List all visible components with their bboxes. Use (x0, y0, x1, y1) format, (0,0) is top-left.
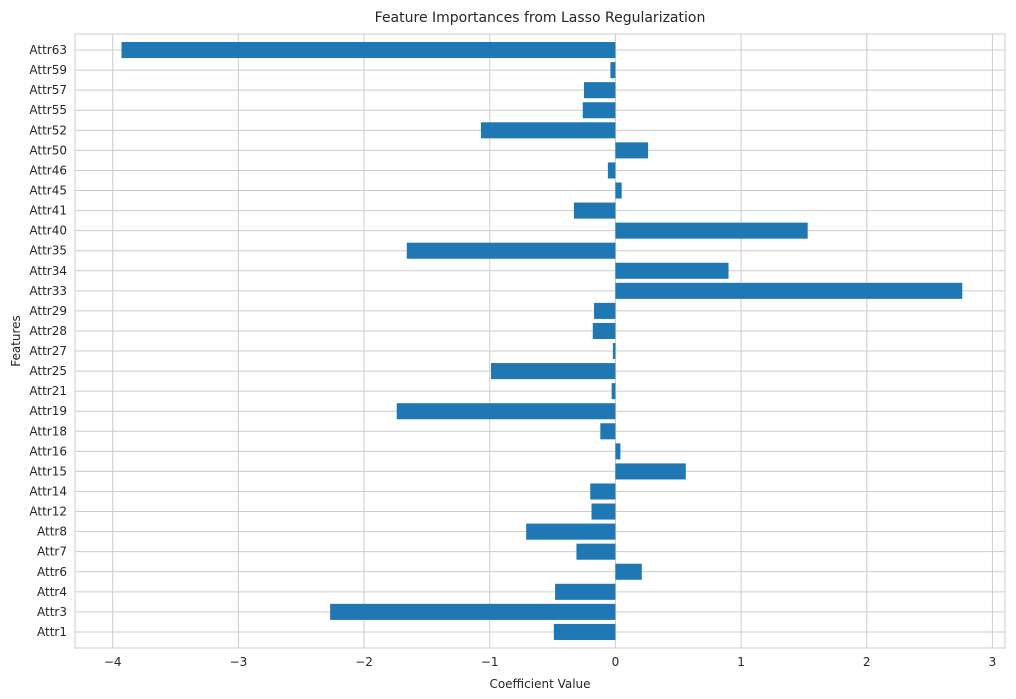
bar-attr16 (615, 443, 621, 460)
bar-attr7 (576, 543, 616, 560)
bar-attr34 (615, 262, 729, 279)
bar-attr4 (555, 583, 616, 600)
bar-attr8 (526, 523, 616, 540)
y-tick-label: Attr59 (29, 63, 67, 77)
bar-attr28 (592, 322, 616, 339)
y-tick-label: Attr57 (29, 83, 67, 97)
y-tick-label: Attr35 (29, 244, 67, 258)
y-tick-label: Attr33 (29, 284, 67, 298)
bar-attr50 (615, 142, 649, 159)
y-tick-label: Attr27 (29, 344, 67, 358)
y-tick-label: Attr7 (37, 545, 67, 559)
bar-attr1 (553, 623, 616, 640)
bar-attr45 (615, 182, 622, 199)
bar-attr18 (600, 423, 616, 440)
bar-attr3 (330, 603, 616, 620)
x-tick-label: −3 (230, 655, 248, 669)
y-tick-labels: Attr1 Attr3 Attr4 Attr6 Attr7 Attr8 Attr12 Attr… (29, 43, 67, 639)
x-tick-label: −4 (104, 655, 122, 669)
bar-attr40 (615, 222, 808, 239)
y-tick-label: Attr3 (37, 605, 67, 619)
x-tick-label: 2 (863, 655, 871, 669)
bar-attr55 (582, 102, 616, 119)
x-tick-label: 1 (737, 655, 745, 669)
y-tick-label: Attr1 (37, 625, 67, 639)
y-tick-label: Attr40 (29, 224, 67, 238)
bar-attr35 (406, 242, 616, 259)
bar-attr59 (610, 62, 616, 79)
y-tick-label: Attr50 (29, 143, 67, 157)
y-tick-label: Attr63 (29, 43, 67, 57)
bar-attr57 (583, 82, 616, 99)
x-axis-label: Coefficient Value (489, 677, 590, 691)
chart-title: Feature Importances from Lasso Regulariz… (375, 10, 706, 26)
y-tick-label: Attr52 (29, 123, 67, 137)
y-tick-label: Attr8 (37, 525, 67, 539)
y-tick-label: Attr55 (29, 103, 67, 117)
y-tick-label: Attr29 (29, 304, 67, 318)
bar-attr27 (612, 343, 616, 360)
y-tick-label: Attr25 (29, 364, 67, 378)
bar-attr12 (591, 503, 616, 520)
bar-attr25 (490, 363, 616, 380)
y-axis-label: Features (9, 315, 23, 367)
x-tick-label: 3 (989, 655, 997, 669)
bar-attr29 (594, 302, 616, 319)
y-tick-label: Attr19 (29, 404, 67, 418)
bar-attr14 (590, 483, 616, 500)
x-tick-labels: −4 −3 −2 −1 0 1 2 3 (104, 655, 996, 669)
y-tick-label: Attr4 (37, 585, 67, 599)
y-tick-label: Attr45 (29, 184, 67, 198)
bars (121, 42, 963, 640)
y-tick-label: Attr12 (29, 505, 67, 519)
bar-attr15 (615, 463, 686, 480)
x-tick-label: −1 (481, 655, 499, 669)
bar-attr19 (396, 403, 616, 420)
y-tick-label: Attr41 (29, 204, 67, 218)
y-tick-label: Attr6 (37, 565, 67, 579)
y-tick-label: Attr28 (29, 324, 67, 338)
y-tick-label: Attr21 (29, 384, 67, 398)
y-tick-label: Attr15 (29, 464, 67, 478)
y-tick-label: Attr16 (29, 444, 67, 458)
bar-attr41 (573, 202, 616, 219)
bar-attr6 (615, 563, 642, 580)
bar-attr63 (121, 42, 616, 59)
x-tick-label: 0 (612, 655, 620, 669)
bar-attr21 (611, 383, 616, 400)
y-tick-label: Attr46 (29, 163, 67, 177)
bar-attr46 (607, 162, 616, 179)
y-tick-label: Attr34 (29, 264, 67, 278)
y-tick-label: Attr14 (29, 484, 67, 498)
y-tick-label: Attr18 (29, 424, 67, 438)
bar-attr33 (615, 282, 963, 299)
x-tick-label: −2 (355, 655, 373, 669)
bar-attr52 (480, 122, 616, 139)
